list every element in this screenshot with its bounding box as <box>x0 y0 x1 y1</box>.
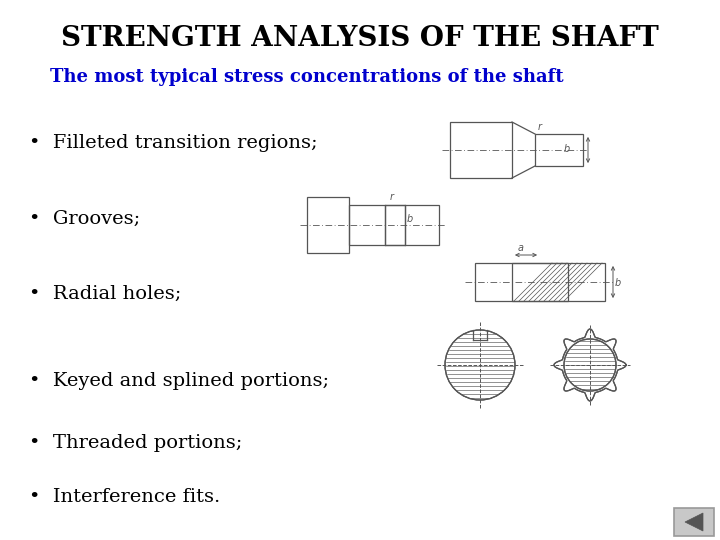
Text: b: b <box>615 278 621 288</box>
Text: •  Filleted transition regions;: • Filleted transition regions; <box>29 134 318 152</box>
Text: STRENGTH ANALYSIS OF THE SHAFT: STRENGTH ANALYSIS OF THE SHAFT <box>61 25 659 52</box>
Text: •  Threaded portions;: • Threaded portions; <box>29 434 242 452</box>
Text: b: b <box>407 214 413 224</box>
Bar <box>385 205 405 245</box>
Text: •  Interference fits.: • Interference fits. <box>29 488 220 506</box>
Text: b: b <box>564 144 570 154</box>
Bar <box>450 122 512 178</box>
Text: •  Radial holes;: • Radial holes; <box>29 285 181 303</box>
Bar <box>307 197 349 253</box>
Bar <box>349 205 439 245</box>
Text: •  Grooves;: • Grooves; <box>29 210 140 228</box>
Bar <box>512 263 568 301</box>
Text: a: a <box>518 243 524 253</box>
Text: r: r <box>538 122 542 132</box>
Bar <box>535 134 583 166</box>
Text: The most typical stress concentrations of the shaft: The most typical stress concentrations o… <box>50 68 564 86</box>
Text: r: r <box>390 192 394 202</box>
Text: •  Keyed and splined portions;: • Keyed and splined portions; <box>29 372 329 390</box>
Bar <box>475 263 605 301</box>
Polygon shape <box>685 513 703 531</box>
Bar <box>674 508 714 536</box>
